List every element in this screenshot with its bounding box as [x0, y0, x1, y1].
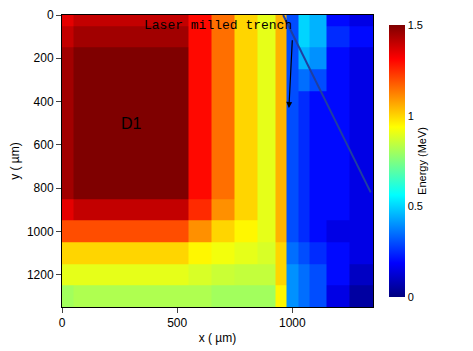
svg-text:600: 600 [34, 138, 54, 152]
svg-text:Laser milled trench: Laser milled trench [144, 18, 292, 33]
svg-text:0: 0 [408, 291, 414, 303]
svg-text:x ( µm): x ( µm) [199, 331, 237, 345]
svg-text:200: 200 [34, 51, 54, 65]
svg-text:D1: D1 [121, 115, 142, 132]
svg-text:1200: 1200 [27, 268, 54, 282]
svg-text:1.5: 1.5 [408, 19, 423, 31]
svg-text:500: 500 [167, 316, 187, 330]
svg-text:1000: 1000 [27, 225, 54, 239]
svg-text:1000: 1000 [279, 316, 306, 330]
svg-text:0.5: 0.5 [408, 200, 423, 212]
svg-text:400: 400 [34, 95, 54, 109]
svg-text:800: 800 [34, 181, 54, 195]
svg-text:0: 0 [47, 8, 54, 22]
svg-text:1: 1 [408, 110, 414, 122]
svg-text:y ( µm): y ( µm) [8, 142, 22, 180]
svg-text:Energy (MeV): Energy (MeV) [416, 127, 428, 195]
svg-text:0: 0 [59, 316, 66, 330]
